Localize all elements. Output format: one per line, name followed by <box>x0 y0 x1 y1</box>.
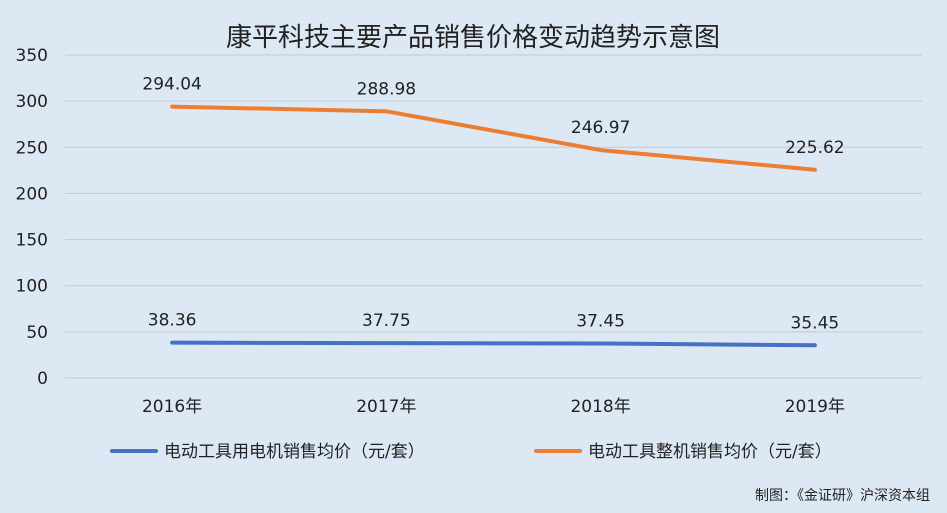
source-note: 制图：《金证研》沪深资本组 <box>755 488 930 504</box>
y-axis-ticks: 0 50 100 150 200 250 300 350 <box>16 46 48 389</box>
y-tick-label: 200 <box>16 184 48 204</box>
data-label: 35.45 <box>791 313 840 333</box>
data-label: 38.36 <box>148 311 197 331</box>
data-label: 288.98 <box>357 79 416 99</box>
data-label: 37.75 <box>362 311 411 331</box>
data-label: 37.45 <box>576 311 625 331</box>
y-tick-label: 350 <box>16 46 48 66</box>
chart-title: 康平科技主要产品销售价格变动趋势示意图 <box>226 23 720 53</box>
data-label: 294.04 <box>142 75 201 95</box>
legend: 电动工具用电机销售均价（元/套） 电动工具整机销售均价（元/套） <box>110 442 832 462</box>
x-tick-label: 2019年 <box>785 397 845 417</box>
legend-label: 电动工具用电机销售均价（元/套） <box>164 442 425 462</box>
y-tick-label: 150 <box>16 231 48 251</box>
series-line <box>170 104 817 172</box>
y-tick-label: 300 <box>16 92 48 112</box>
y-tick-label: 50 <box>26 323 48 343</box>
data-label: 225.62 <box>785 138 844 158</box>
y-tick-label: 100 <box>16 277 48 297</box>
x-tick-label: 2018年 <box>570 397 630 417</box>
x-tick-label: 2016年 <box>142 397 202 417</box>
series-lines <box>170 104 817 348</box>
x-axis-ticks: 2016年 2017年 2018年 2019年 <box>142 397 845 417</box>
data-labels: 38.36 37.75 37.45 35.45 294.04 288.98 246.97 22… <box>142 75 844 334</box>
legend-label: 电动工具整机销售均价（元/套） <box>588 442 832 462</box>
series-line <box>170 340 817 348</box>
y-tick-label: 250 <box>16 138 48 158</box>
gridlines <box>65 54 922 379</box>
x-tick-label: 2017年 <box>356 397 416 417</box>
y-tick-label: 0 <box>37 369 48 389</box>
data-label: 246.97 <box>571 118 630 138</box>
